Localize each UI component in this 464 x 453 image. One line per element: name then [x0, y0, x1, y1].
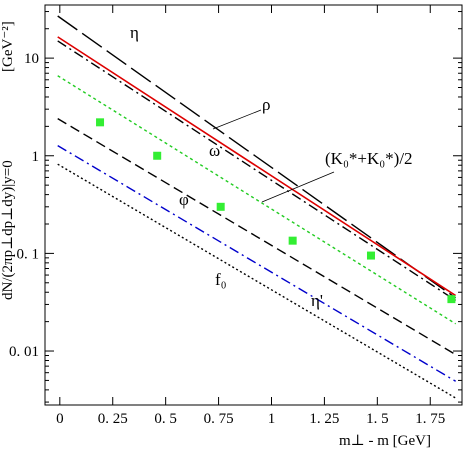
series-lines — [57, 15, 457, 399]
x-tick-label: 1 — [268, 411, 276, 427]
y-tick-label: 10 — [24, 51, 39, 67]
series-label-3: (K₀*+K₀*)/2 — [325, 149, 413, 168]
series-line-1 — [57, 36, 457, 297]
x-tick-label: 0. 25 — [98, 411, 128, 427]
y-axis-label: dN/(2πp⊥dp⊥dy)|y=0 — [0, 160, 16, 300]
x-tick-label: 0 — [56, 411, 64, 427]
y-tick-label: 0. 1 — [17, 246, 40, 262]
data-point — [366, 251, 375, 260]
data-point — [288, 236, 297, 245]
y-axis-unit: [GeV⁻²] — [0, 21, 16, 72]
y-tick-label: 1 — [32, 149, 40, 165]
data-point — [96, 118, 105, 127]
series-label-4: φ — [179, 190, 189, 209]
data-point — [216, 202, 225, 211]
x-tick-label: 0. 5 — [154, 411, 177, 427]
k0-leader-line — [261, 171, 335, 203]
y-tick-label: 0. 01 — [9, 344, 39, 360]
plot-frame — [44, 4, 463, 406]
data-point — [447, 295, 456, 304]
data-point — [153, 151, 162, 160]
series-label-1: ρ — [262, 95, 270, 114]
x-tick-label: 1. 75 — [415, 411, 445, 427]
axes: 0 0. 25 0. 5 0. 75 1 1. 25 1. 5 1. 75 10 1 0. 1 0. … — [9, 4, 463, 427]
series-label-0: η — [130, 23, 139, 42]
series-label-5: η' — [311, 291, 323, 310]
series-line-2 — [57, 40, 457, 301]
x-tick-label: 1. 5 — [366, 411, 389, 427]
series-line-6 — [57, 163, 457, 399]
series-line-0 — [57, 15, 457, 299]
x-tick-label: 0. 75 — [204, 411, 234, 427]
data-points — [96, 118, 456, 304]
series-label-2: ω — [209, 141, 220, 160]
series-line-5 — [57, 145, 457, 382]
labels: η ρ ω (K₀*+K₀*)/2 φ η' f₀ — [130, 23, 413, 310]
rho-leader-line — [212, 109, 262, 130]
series-label-6: f₀ — [215, 270, 227, 289]
series-line-4 — [57, 118, 457, 356]
x-tick-label: 1. 25 — [309, 411, 339, 427]
x-axis-label: m⊥ - m [GeV] — [339, 433, 431, 449]
series-line-3 — [57, 75, 457, 325]
